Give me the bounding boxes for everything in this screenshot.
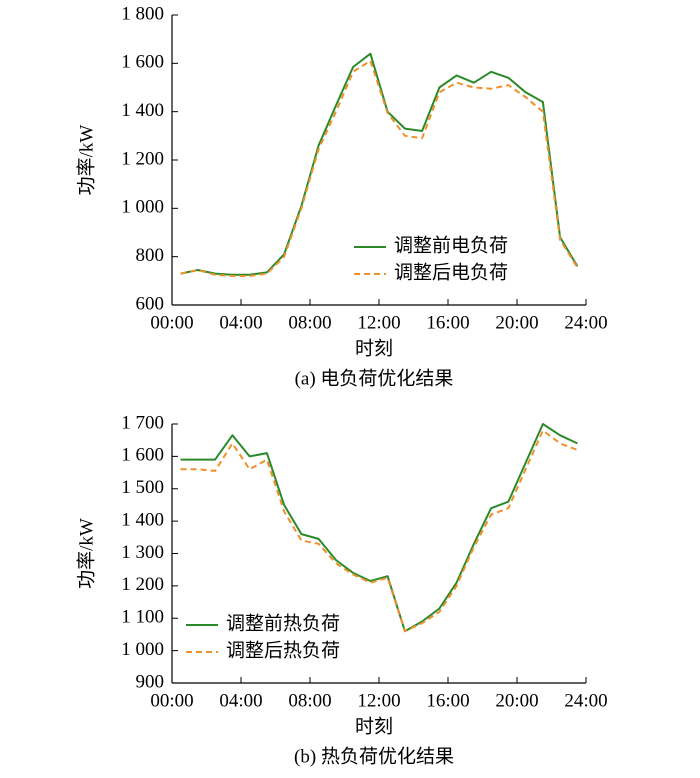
y-tick-label: 1 600 [121, 52, 164, 73]
y-tick-label: 900 [136, 671, 165, 692]
series-line [180, 59, 579, 277]
x-tick-label: 04:00 [219, 690, 262, 711]
x-axis-label: 时刻 [355, 715, 393, 737]
y-tick-label: 1 500 [121, 477, 164, 498]
x-tick-label: 00:00 [150, 690, 193, 711]
y-tick-label: 1 400 [121, 509, 164, 530]
x-tick-label: 24:00 [564, 690, 607, 711]
y-tick-label: 800 [136, 245, 165, 266]
series-line [180, 423, 578, 633]
y-axis-label: 功率/kW [75, 518, 97, 589]
x-tick-label: 04:00 [219, 312, 262, 333]
y-tick-label: 1 100 [121, 607, 164, 628]
legend-label: 调整后热负荷 [226, 639, 340, 661]
x-tick-label: 08:00 [288, 690, 331, 711]
y-tick-label: 1 300 [121, 542, 164, 563]
x-tick-label: 20:00 [495, 690, 538, 711]
y-tick-label: 1 400 [121, 100, 164, 121]
chart-caption: (a) 电负荷优化结果 [295, 367, 454, 389]
y-tick-label: 1 200 [121, 574, 164, 595]
series-line [180, 52, 579, 276]
y-tick-label: 1 200 [121, 148, 164, 169]
x-tick-label: 20:00 [495, 312, 538, 333]
legend-label: 调整前电负荷 [394, 234, 508, 256]
chart-caption: (b) 热负荷优化结果 [294, 745, 454, 767]
legend-label: 调整前热负荷 [226, 612, 340, 634]
series-line [180, 429, 578, 633]
y-axis-label: 功率/kW [75, 125, 97, 196]
x-tick-label: 08:00 [288, 312, 331, 333]
x-tick-label: 16:00 [426, 312, 469, 333]
x-tick-label: 16:00 [426, 690, 469, 711]
y-tick-label: 1 000 [121, 639, 164, 660]
y-tick-label: 600 [136, 293, 165, 314]
x-tick-label: 12:00 [357, 690, 400, 711]
x-tick-label: 24:00 [564, 312, 607, 333]
legend-label: 调整后电负荷 [394, 261, 508, 283]
y-tick-label: 1 000 [121, 197, 164, 218]
x-tick-label: 00:00 [150, 312, 193, 333]
y-tick-label: 1 800 [121, 3, 164, 24]
y-tick-label: 1 600 [121, 445, 164, 466]
y-tick-label: 1 700 [121, 412, 164, 433]
x-tick-label: 12:00 [357, 312, 400, 333]
x-axis-label: 时刻 [355, 337, 393, 359]
